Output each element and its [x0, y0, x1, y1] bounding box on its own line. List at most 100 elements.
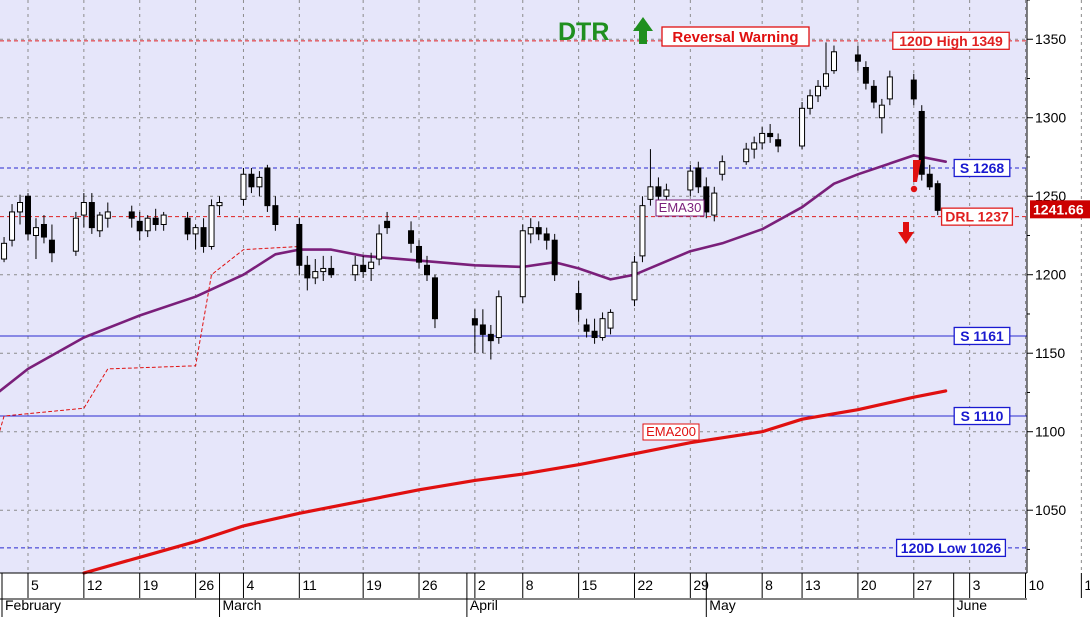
- candle-body: [631, 261, 638, 301]
- x-tick-label: 29: [693, 577, 709, 593]
- candle: [830, 45, 837, 74]
- candle-body: [823, 73, 829, 87]
- candle-body: [543, 233, 550, 241]
- candle-body: [32, 227, 39, 236]
- level-label-box: [895, 538, 1007, 558]
- candle-body: [807, 95, 814, 109]
- candle: [687, 164, 694, 197]
- candle-body: [711, 192, 718, 216]
- candle: [775, 133, 782, 153]
- x-tick-label: 10: [1029, 577, 1045, 593]
- level-label-box: [892, 31, 1010, 50]
- candle-body: [208, 205, 215, 247]
- candle: [751, 136, 758, 159]
- ema30-label-box: [655, 199, 705, 217]
- candle-body: [695, 167, 702, 188]
- x-tick-label: 17: [1084, 577, 1090, 593]
- candle: [48, 224, 55, 263]
- candle-body: [663, 189, 670, 197]
- candle: [711, 186, 718, 222]
- candle: [479, 309, 486, 354]
- candle-body: [479, 324, 486, 335]
- candle-body: [495, 296, 502, 339]
- candle: [551, 233, 558, 282]
- candle: [607, 309, 614, 335]
- month-label: February: [5, 597, 61, 613]
- month-label: June: [957, 597, 988, 613]
- candle-body: [870, 85, 877, 103]
- candle: [703, 177, 710, 219]
- levels-layer: 120D High 1349 S 1268 DRL 1237 S 1161 S 1110…: [0, 31, 1027, 558]
- level-label-text: DRL 1237: [945, 209, 1009, 225]
- candle: [878, 98, 885, 134]
- candle-body: [40, 223, 47, 238]
- candle: [408, 221, 415, 253]
- candle-body: [910, 79, 917, 100]
- candle-body: [88, 202, 95, 229]
- candle-body: [854, 54, 861, 62]
- candle: [719, 155, 726, 181]
- candle-body: [519, 230, 526, 298]
- candle: [128, 205, 135, 228]
- candle: [17, 194, 24, 225]
- candle: [25, 193, 31, 241]
- candle-body: [296, 223, 303, 266]
- candle: [862, 61, 869, 90]
- x-tick-label: 13: [805, 577, 821, 593]
- candle-body: [272, 205, 279, 225]
- candle-body: [775, 139, 782, 147]
- x-tick-label: 11: [302, 577, 317, 593]
- candle: [424, 255, 430, 282]
- candle: [527, 218, 534, 244]
- exclamation-icon: [913, 160, 921, 182]
- candle: [886, 70, 893, 106]
- candle-body: [751, 142, 758, 150]
- candle-body: [264, 167, 271, 207]
- candle-body: [1, 242, 8, 260]
- candle: [136, 211, 143, 241]
- candle: [591, 318, 598, 344]
- y-tick-label: 1150: [1035, 345, 1065, 361]
- candle-body: [655, 186, 662, 197]
- candle: [599, 312, 606, 341]
- price-tag-box: [1030, 200, 1090, 219]
- candle-body: [25, 195, 31, 235]
- candle: [655, 177, 662, 203]
- level-label-text: S 1161: [960, 328, 1004, 344]
- candle-body: [431, 277, 438, 320]
- candle: [384, 211, 391, 234]
- candle: [192, 224, 199, 250]
- exclamation-dot-icon: [910, 185, 918, 193]
- candle: [543, 227, 550, 250]
- candle-body: [918, 110, 925, 175]
- candle: [9, 204, 16, 247]
- candle-body: [575, 293, 582, 310]
- candle: [471, 309, 478, 354]
- candle: [152, 208, 159, 231]
- x-tick-label: 12: [87, 577, 103, 593]
- candle-body: [312, 271, 319, 279]
- candle-body: [934, 183, 941, 211]
- candle: [695, 161, 702, 194]
- candle: [376, 224, 383, 266]
- month-label: April: [470, 597, 498, 613]
- candle-body: [599, 318, 606, 339]
- candle-body: [591, 330, 598, 339]
- candle: [854, 45, 861, 71]
- candle: [926, 164, 933, 190]
- annotations-layer: EMA30 EMA200 DTR Reversal Warning: [558, 17, 921, 441]
- candle: [256, 171, 263, 197]
- candle-body: [767, 132, 774, 138]
- candle: [368, 252, 375, 282]
- month-label: March: [223, 597, 262, 613]
- candle: [40, 215, 47, 244]
- grid-layer: [0, 0, 1082, 573]
- candle: [216, 196, 223, 216]
- candle: [647, 149, 654, 206]
- candle-body: [862, 67, 869, 84]
- level-label-box: [953, 158, 1011, 178]
- candle: [304, 255, 311, 291]
- candle: [815, 80, 822, 103]
